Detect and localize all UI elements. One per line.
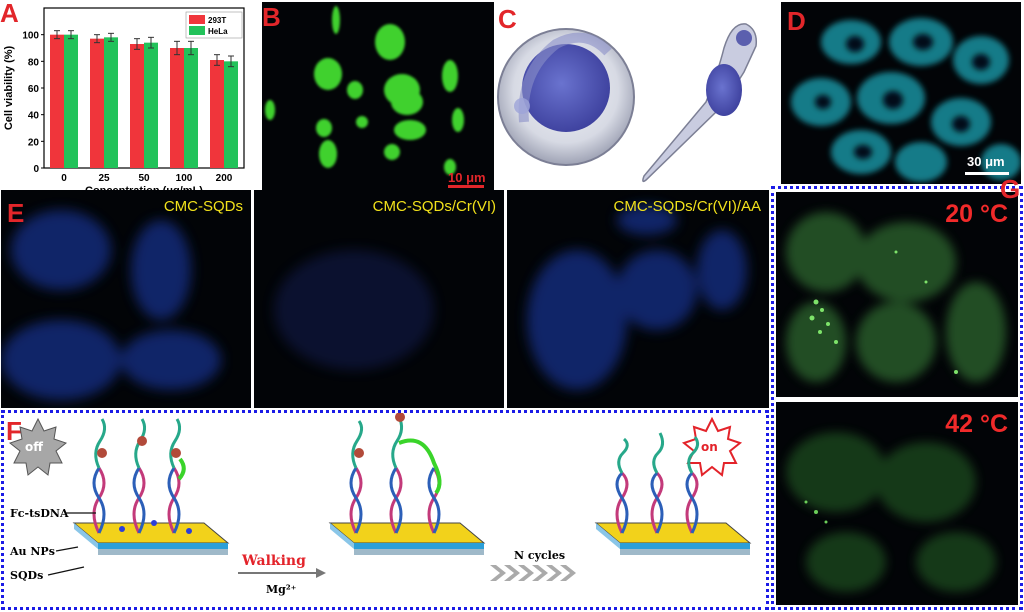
bar-293t-200	[210, 60, 224, 168]
panel-f-frame	[1, 410, 769, 610]
panel-g-image-20c: 20 °C	[776, 192, 1018, 397]
platform-1	[72, 522, 230, 555]
panel-b-image: 10 μm	[262, 2, 494, 192]
panel-label-g: G	[1000, 174, 1021, 204]
bar-hela-0	[64, 34, 78, 168]
green-cells-42c	[786, 432, 996, 592]
panel-e-image-3: CMC-SQDs/Cr(VI)/AA	[507, 190, 769, 408]
bar-hela-50	[144, 42, 158, 168]
panel-c-image: C	[496, 2, 778, 192]
panel-e-title-1: CMC-SQDs	[163, 198, 243, 215]
fc-marker-icon	[395, 413, 405, 422]
y-axis-label: Cell viability (%)	[3, 45, 15, 130]
legend-swatch-293t	[189, 15, 205, 24]
blue-cells-micrograph-2	[274, 250, 434, 370]
panel-label-d: D	[787, 6, 806, 36]
y-tick-label: 100	[22, 31, 39, 42]
panel-g-frame	[771, 186, 1023, 610]
x-tick-label: 200	[216, 173, 233, 184]
bar-293t-50	[130, 44, 144, 168]
y-tick-label: 40	[28, 111, 40, 122]
y-tick-label: 60	[28, 84, 40, 95]
arrow-au-nps	[55, 546, 79, 552]
panel-e-title-3: CMC-SQDs/Cr(VI)/AA	[613, 198, 762, 215]
fc-marker-icon	[354, 448, 364, 458]
y-tick-label: 0	[33, 164, 39, 175]
panel-g-image-42c: 42 °C	[776, 402, 1018, 605]
off-badge-icon	[8, 417, 68, 476]
blue-cells-micrograph-1	[1, 210, 221, 400]
off-label: off	[25, 440, 43, 454]
fc-marker-icon	[137, 436, 147, 446]
scale-bar-label-d: 30 μm	[967, 154, 1005, 169]
platform-3	[594, 522, 752, 555]
temperature-label-42c: 42 °C	[945, 410, 1008, 438]
scale-bar-d	[965, 172, 1009, 175]
panel-e-image-2: CMC-SQDs/Cr(VI)	[254, 190, 504, 408]
bar-hela-200	[224, 61, 238, 169]
platform-2	[328, 522, 486, 555]
scale-bar-label-b: 10 μm	[448, 170, 486, 185]
green-cells-micrograph: 10 μm	[265, 6, 486, 188]
walking-dna-schematic: off on	[8, 413, 752, 596]
green-cells-20c	[786, 212, 1006, 382]
panel-label-f: F	[6, 416, 22, 446]
layer-label-fc-tsdna: Fc-tsDNA	[10, 507, 69, 520]
legend-label-293t: 293T	[208, 16, 226, 25]
panel-label-b: B	[262, 2, 281, 32]
legend-swatch-hela	[189, 26, 205, 35]
legend-label-hela: HeLa	[208, 27, 228, 36]
panel-d-image: 30 μm D	[781, 2, 1021, 184]
panel-e-title-2: CMC-SQDs/Cr(VI)	[372, 198, 496, 215]
viability-bar-chart: 02040608010002550100200Concentration (μg…	[3, 7, 245, 196]
layer-label-au-nps: Au NPs	[9, 545, 55, 558]
on-label: on	[701, 440, 718, 454]
temperature-label-20c: 20 °C	[945, 200, 1008, 228]
x-tick-label: 50	[138, 173, 150, 184]
panel-label-a: A	[0, 0, 19, 28]
arrow-sqds	[47, 566, 85, 576]
zebrafish-images	[497, 23, 758, 183]
ncycles-label: N cycles	[514, 549, 565, 562]
panel-label-e: E	[7, 198, 25, 228]
layer-label-sqds: SQDs	[10, 569, 43, 582]
bar-293t-100	[170, 48, 184, 168]
panel-label-c: C	[498, 4, 517, 34]
fc-marker-icon	[171, 448, 181, 458]
cyan-cells-micrograph: 30 μm	[791, 18, 1021, 182]
fc-marker-icon	[97, 448, 107, 458]
cycles-arrow	[490, 565, 576, 581]
y-tick-label: 80	[28, 57, 40, 68]
mg-label: Mg²⁺	[266, 583, 297, 596]
panel-e-image-1: CMC-SQDs E	[1, 190, 251, 408]
blue-cells-micrograph-3	[527, 205, 747, 390]
y-tick-label: 20	[28, 137, 40, 148]
x-tick-label: 25	[98, 173, 110, 184]
scale-bar-b	[448, 185, 484, 188]
bar-293t-0	[50, 34, 64, 168]
bar-hela-100	[184, 48, 198, 168]
bar-293t-25	[90, 38, 104, 168]
bar-hela-25	[104, 37, 118, 169]
x-tick-label: 0	[61, 173, 67, 184]
walking-label: Walking	[241, 553, 306, 569]
x-tick-label: 100	[176, 173, 193, 184]
